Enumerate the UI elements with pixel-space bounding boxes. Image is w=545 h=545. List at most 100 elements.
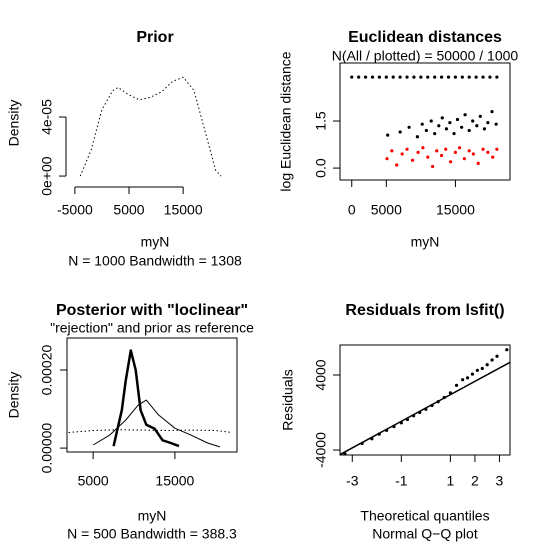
x-tick-label: -1 [395,473,408,489]
point [471,152,475,156]
y-axis-label: Density [6,100,22,147]
point [475,368,479,372]
point [453,150,458,154]
point [455,117,460,122]
point [391,75,395,79]
chart-title: Posterior with "loclinear" [56,302,248,319]
point [481,75,485,79]
point [415,135,419,139]
y-tick-label: -4000 [313,432,329,468]
qq-line [339,361,511,456]
x-tick-label: 0 [348,202,356,218]
point [370,75,375,79]
point [426,75,430,79]
x-axis-label: Theoretical quantiles [360,508,489,524]
y-tick-label: 4000 [313,359,329,390]
point [474,75,478,79]
y-axis-label: log Euclidean distance [278,51,294,191]
point [357,75,361,79]
x-tick-label: 5000 [113,202,144,218]
point [405,75,409,79]
chart-title: Euclidean distances [348,29,502,46]
x-tick-label: 15000 [155,473,194,489]
x-axis-subtitle: Normal Q−Q plot [372,526,478,542]
point [424,128,428,133]
x-axis-subtitle: N = 500 Bandwidth = 388.3 [67,526,237,542]
point [377,75,381,79]
point [398,75,402,79]
x-tick-label: 1 [446,473,454,489]
point [485,363,489,367]
point [437,124,441,128]
y-tick-label: 0.00000 [39,423,55,474]
point [405,147,409,151]
point [385,157,389,161]
density-line [112,349,180,448]
point [461,378,465,382]
point [486,150,490,154]
point [488,75,492,79]
point [448,160,453,164]
point [433,75,437,79]
point [495,75,499,79]
x-tick-label: 3 [496,473,504,489]
point [452,131,456,136]
y-axis-label: Residuals [280,369,296,430]
y-tick-label: 1.5 [313,111,329,131]
point [478,114,482,118]
point [363,75,368,79]
point [350,75,354,79]
point [420,122,424,126]
plot-box [339,62,511,181]
point [460,75,464,79]
y-tick-label: 4e-05 [39,99,55,135]
point [490,110,494,114]
point [439,153,444,158]
point [495,354,499,358]
point [465,376,470,380]
x-tick-label: -3 [346,473,359,489]
x-axis-label: myN [411,234,440,250]
point [431,164,435,169]
plot-box [66,337,238,453]
density-line [79,76,222,177]
point [439,75,444,79]
x-tick-label: 15000 [436,202,475,218]
point [480,366,484,371]
density-line [92,399,220,448]
point [460,125,464,129]
y-tick-label: 0.0 [313,158,329,178]
point [462,157,466,161]
point [467,128,471,133]
point [467,149,471,153]
point [454,383,459,387]
point [419,75,423,79]
point [446,75,451,79]
point [400,152,404,156]
point [398,130,402,134]
point [384,75,388,79]
point [467,75,471,79]
point [433,131,437,136]
point [494,122,498,126]
chart-title: Residuals from lsfit() [345,302,504,319]
point [482,127,487,131]
point [429,119,433,123]
point [490,358,494,362]
point [444,127,449,131]
chart-subtitle: "rejection" and prior as reference [50,320,254,336]
point [440,116,444,120]
y-tick-label: 0.00020 [39,344,55,395]
point [476,161,480,165]
point [463,113,467,117]
point [395,163,399,167]
point [453,75,458,79]
point [412,75,416,79]
point [421,146,425,150]
point [475,124,479,128]
point [491,155,495,159]
x-tick-label: 5000 [371,202,402,218]
point [416,150,420,154]
